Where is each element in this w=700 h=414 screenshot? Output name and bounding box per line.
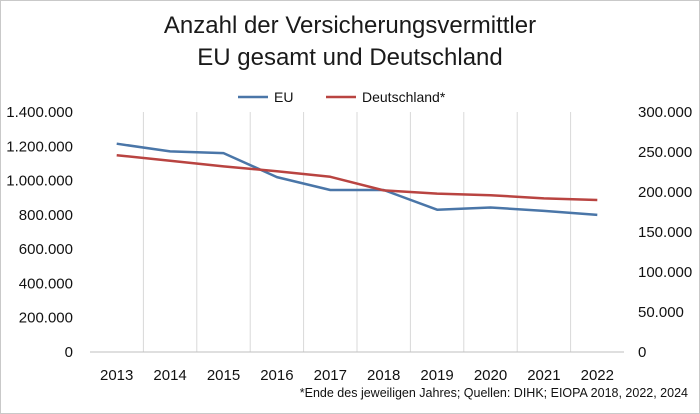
x-tick-label: 2021 bbox=[527, 367, 560, 384]
x-tick-label: 2020 bbox=[474, 367, 507, 384]
y-right-tick-label: 50.000 bbox=[638, 304, 684, 321]
y-right-tick-label: 0 bbox=[638, 344, 646, 361]
y-left-tick-label: 600.000 bbox=[19, 241, 73, 258]
y-left-tick-label: 400.000 bbox=[19, 275, 73, 292]
y-left-tick-label: 1.200.000 bbox=[6, 138, 73, 155]
x-tick-label: 2016 bbox=[260, 367, 293, 384]
y-left-tick-label: 1.000.000 bbox=[6, 173, 73, 190]
x-tick-label: 2013 bbox=[100, 367, 133, 384]
y-right-tick-label: 200.000 bbox=[638, 184, 692, 201]
x-tick-label: 2018 bbox=[367, 367, 400, 384]
y-right-tick-label: 300.000 bbox=[638, 104, 692, 121]
x-tick-label: 2015 bbox=[207, 367, 240, 384]
y-right-tick-label: 150.000 bbox=[638, 224, 692, 241]
series-line-eu bbox=[116, 142, 598, 217]
chart-subtitle: EU gesamt und Deutschland bbox=[197, 44, 503, 71]
legend-label: EU bbox=[274, 89, 293, 105]
y-right-tick-label: 250.000 bbox=[638, 144, 692, 161]
series-line-deutschland bbox=[116, 153, 598, 202]
legend-label: Deutschland* bbox=[362, 89, 446, 105]
y-left-tick-label: 200.000 bbox=[19, 310, 73, 327]
x-tick-label: 2019 bbox=[420, 367, 453, 384]
y-right-tick-label: 100.000 bbox=[638, 264, 692, 281]
x-tick-label: 2014 bbox=[153, 367, 186, 384]
y-left-tick-label: 1.400.000 bbox=[6, 104, 73, 121]
x-tick-label: 2022 bbox=[581, 367, 614, 384]
y-left-tick-label: 800.000 bbox=[19, 207, 73, 224]
y-left-tick-label: 0 bbox=[65, 344, 73, 361]
chart-title: Anzahl der Versicherungsvermittler bbox=[163, 12, 537, 39]
x-tick-label: 2017 bbox=[314, 367, 347, 384]
source-footnote: *Ende des jeweiligen Jahres; Quellen: DI… bbox=[299, 386, 688, 400]
